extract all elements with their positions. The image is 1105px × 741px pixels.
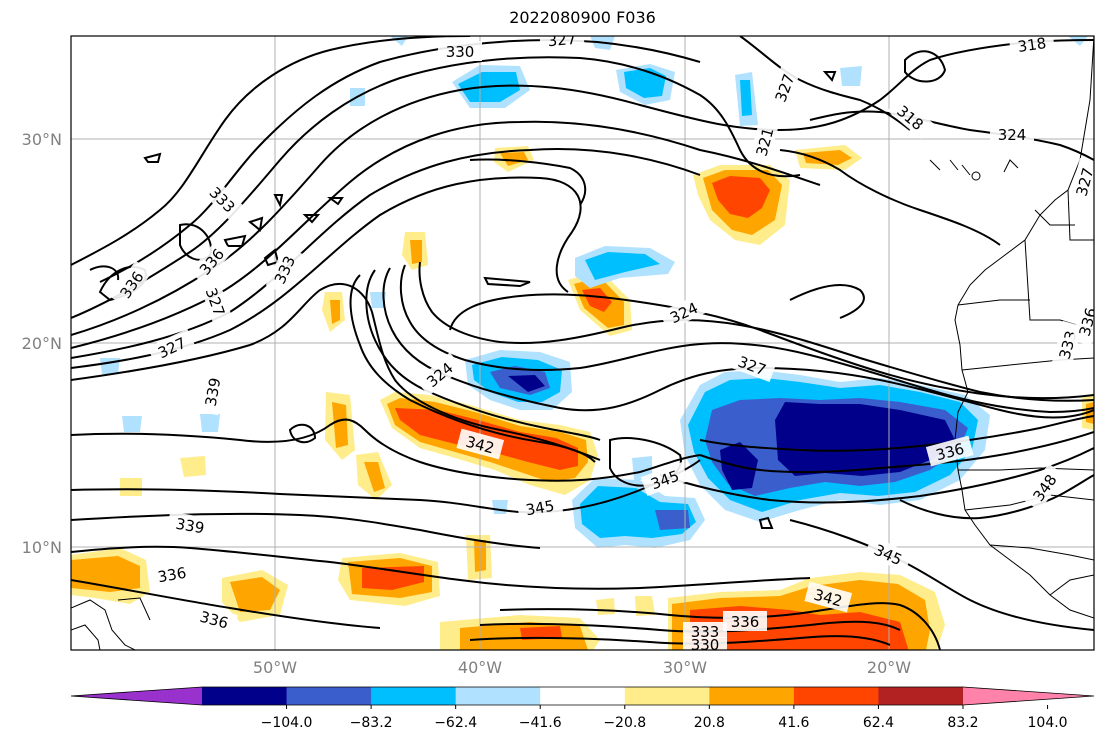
colorbar-outline	[70, 686, 1095, 706]
positive-anomaly-region	[120, 478, 142, 496]
lon-label-20w: 20°W	[867, 658, 911, 677]
positive-anomaly-region	[520, 626, 562, 640]
negative-anomaly-region	[370, 292, 386, 308]
contour-label: 339	[202, 376, 225, 407]
negative-anomaly-region	[624, 68, 666, 98]
map-plot-area: 330 327 318 327 321 318 324 333 336 336 …	[71, 30, 1101, 654]
colorbar-segment	[878, 687, 964, 705]
negative-anomaly-region	[492, 500, 508, 514]
contour-label: 318	[1017, 34, 1048, 56]
positive-anomaly-region	[712, 176, 770, 218]
colorbar-segment	[286, 687, 372, 705]
colorbar-segment	[71, 687, 202, 705]
map-title: 2022080900 F036	[509, 8, 656, 27]
map-frame	[70, 35, 1095, 651]
negative-anomaly-region	[508, 375, 545, 392]
contour-label: 324	[998, 126, 1027, 144]
lat-label-20n: 20°N	[22, 334, 62, 353]
positive-anomaly-region	[803, 150, 852, 165]
colorbar-ticks: −104.0 −83.2 −62.4 −41.6 −20.8 20.8 41.6 62.4 83…	[261, 705, 1068, 731]
colorbar-segment	[202, 687, 288, 705]
colorbar-tick-label: 20.8	[694, 715, 725, 731]
positive-anomaly-region	[635, 596, 655, 616]
contour-lines	[71, 36, 1094, 650]
positive-anomaly-region	[596, 598, 615, 615]
positive-anomaly-region	[500, 152, 528, 166]
contour-label: 333	[691, 623, 720, 641]
longitude-labels: 50°W 40°W 30°W 20°W	[253, 658, 911, 677]
coastlines	[71, 36, 1094, 650]
contour-label: 327	[547, 30, 577, 50]
colorbar-tick-label: 83.2	[947, 715, 978, 731]
colorbar-tick-label: 41.6	[778, 715, 809, 731]
colorbar-tick-label: 104.0	[1028, 715, 1068, 731]
colorbar-segment	[963, 687, 1094, 705]
lat-label-10n: 10°N	[22, 538, 62, 557]
colorbar-segment	[793, 687, 879, 705]
negative-anomaly-region	[585, 252, 660, 280]
colorbar-segment	[540, 687, 626, 705]
colorbar-segment	[624, 687, 710, 705]
lon-label-30w: 30°W	[663, 658, 707, 677]
positive-anomaly-region	[410, 240, 422, 264]
lat-label-30n: 30°N	[22, 130, 62, 149]
negative-anomaly-region	[200, 414, 220, 432]
colorbar-segment	[455, 687, 541, 705]
contour-label: 330	[691, 636, 720, 654]
colorbar-tick-label: −41.6	[519, 715, 562, 731]
negative-anomaly-region	[775, 402, 955, 476]
positive-anomaly-region	[582, 288, 612, 312]
colorbar-segments	[70, 686, 1095, 706]
negative-anomaly-region	[632, 456, 652, 480]
contour-label: 327	[1073, 166, 1098, 198]
contour-label: 336	[731, 613, 760, 631]
colorbar-tick-label: −20.8	[603, 715, 646, 731]
lon-label-40w: 40°W	[458, 658, 502, 677]
positive-anomaly-region	[180, 456, 206, 477]
colorbar-tick-label: −62.4	[434, 715, 477, 731]
positive-anomaly-region	[364, 462, 385, 492]
negative-anomaly-region	[740, 80, 752, 116]
colorbar-tick-label: −104.0	[261, 715, 313, 731]
contour-label: 339	[174, 515, 205, 538]
colorbar: −104.0 −83.2 −62.4 −41.6 −20.8 20.8 41.6 62.4 83…	[70, 686, 1095, 731]
positive-anomaly-region	[330, 300, 340, 324]
colorbar-segment	[709, 687, 795, 705]
colorbar-tick-label: −83.2	[350, 715, 393, 731]
positive-anomaly-region	[230, 577, 280, 612]
contour-label: 330	[446, 43, 475, 61]
contour-label: 336	[156, 564, 187, 587]
contour-label: 345	[524, 497, 555, 520]
negative-anomaly-region	[122, 416, 142, 432]
negative-anomaly-region	[840, 66, 862, 86]
colorbar-segment	[371, 687, 457, 705]
positive-anomaly-region	[332, 402, 348, 448]
negative-anomaly-region	[655, 510, 690, 530]
lon-label-50w: 50°W	[253, 658, 297, 677]
contour-label: 336	[1076, 306, 1101, 338]
latitude-labels: 30°N 20°N 10°N	[22, 130, 62, 557]
colorbar-tick-label: 62.4	[863, 715, 894, 731]
